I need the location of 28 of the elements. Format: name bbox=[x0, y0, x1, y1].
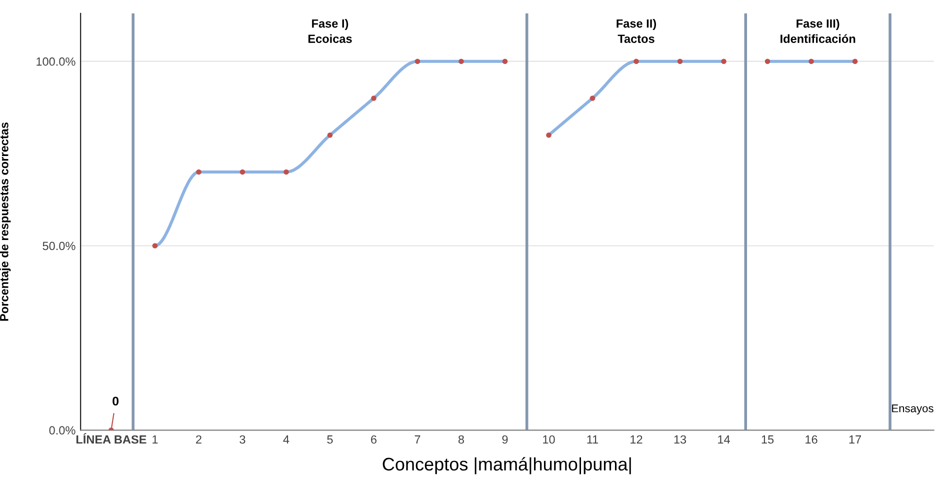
y-axis-title: Porcentaje de respuestas correctas bbox=[0, 122, 11, 321]
x-tick-label: 16 bbox=[806, 435, 818, 444]
x-tick-label: 5 bbox=[327, 435, 333, 444]
x-tick-label: LÍNEA BASE bbox=[76, 433, 146, 444]
x-tick-label: 4 bbox=[283, 435, 290, 444]
annotation: Fase II) Tactos bbox=[616, 19, 656, 43]
x-tick-label: 7 bbox=[414, 435, 420, 444]
x-tick-label: 14 bbox=[718, 435, 730, 444]
x-tick-label: 10 bbox=[543, 435, 555, 444]
x-tick-label: 13 bbox=[674, 435, 686, 444]
x-tick-label: 1 bbox=[152, 435, 158, 444]
x-axis-title: Conceptos |mamá|humo|puma| bbox=[382, 457, 631, 474]
y-tick-label: 50.0% bbox=[42, 242, 76, 250]
x-tick-label: 11 bbox=[587, 435, 598, 444]
x-tick-label: 8 bbox=[458, 435, 464, 444]
annotation: Fase I) Ecoicas bbox=[308, 19, 352, 43]
x-tick-label: 17 bbox=[849, 435, 861, 444]
x-tick-label: 3 bbox=[240, 435, 246, 444]
x-tick-label: 9 bbox=[502, 435, 508, 444]
x-tick-label: 6 bbox=[371, 435, 376, 444]
x-tick-label: 12 bbox=[630, 435, 642, 444]
x-tick-label: 15 bbox=[762, 435, 774, 444]
x-tick-label: 2 bbox=[196, 435, 202, 444]
annotation: Ensayos bbox=[892, 404, 934, 414]
y-tick-label: 0.0% bbox=[49, 426, 76, 435]
y-tick-label: 100.0% bbox=[36, 57, 76, 66]
annotation: Fase III) Identificación bbox=[780, 19, 856, 43]
annotation: 0 bbox=[112, 396, 119, 406]
